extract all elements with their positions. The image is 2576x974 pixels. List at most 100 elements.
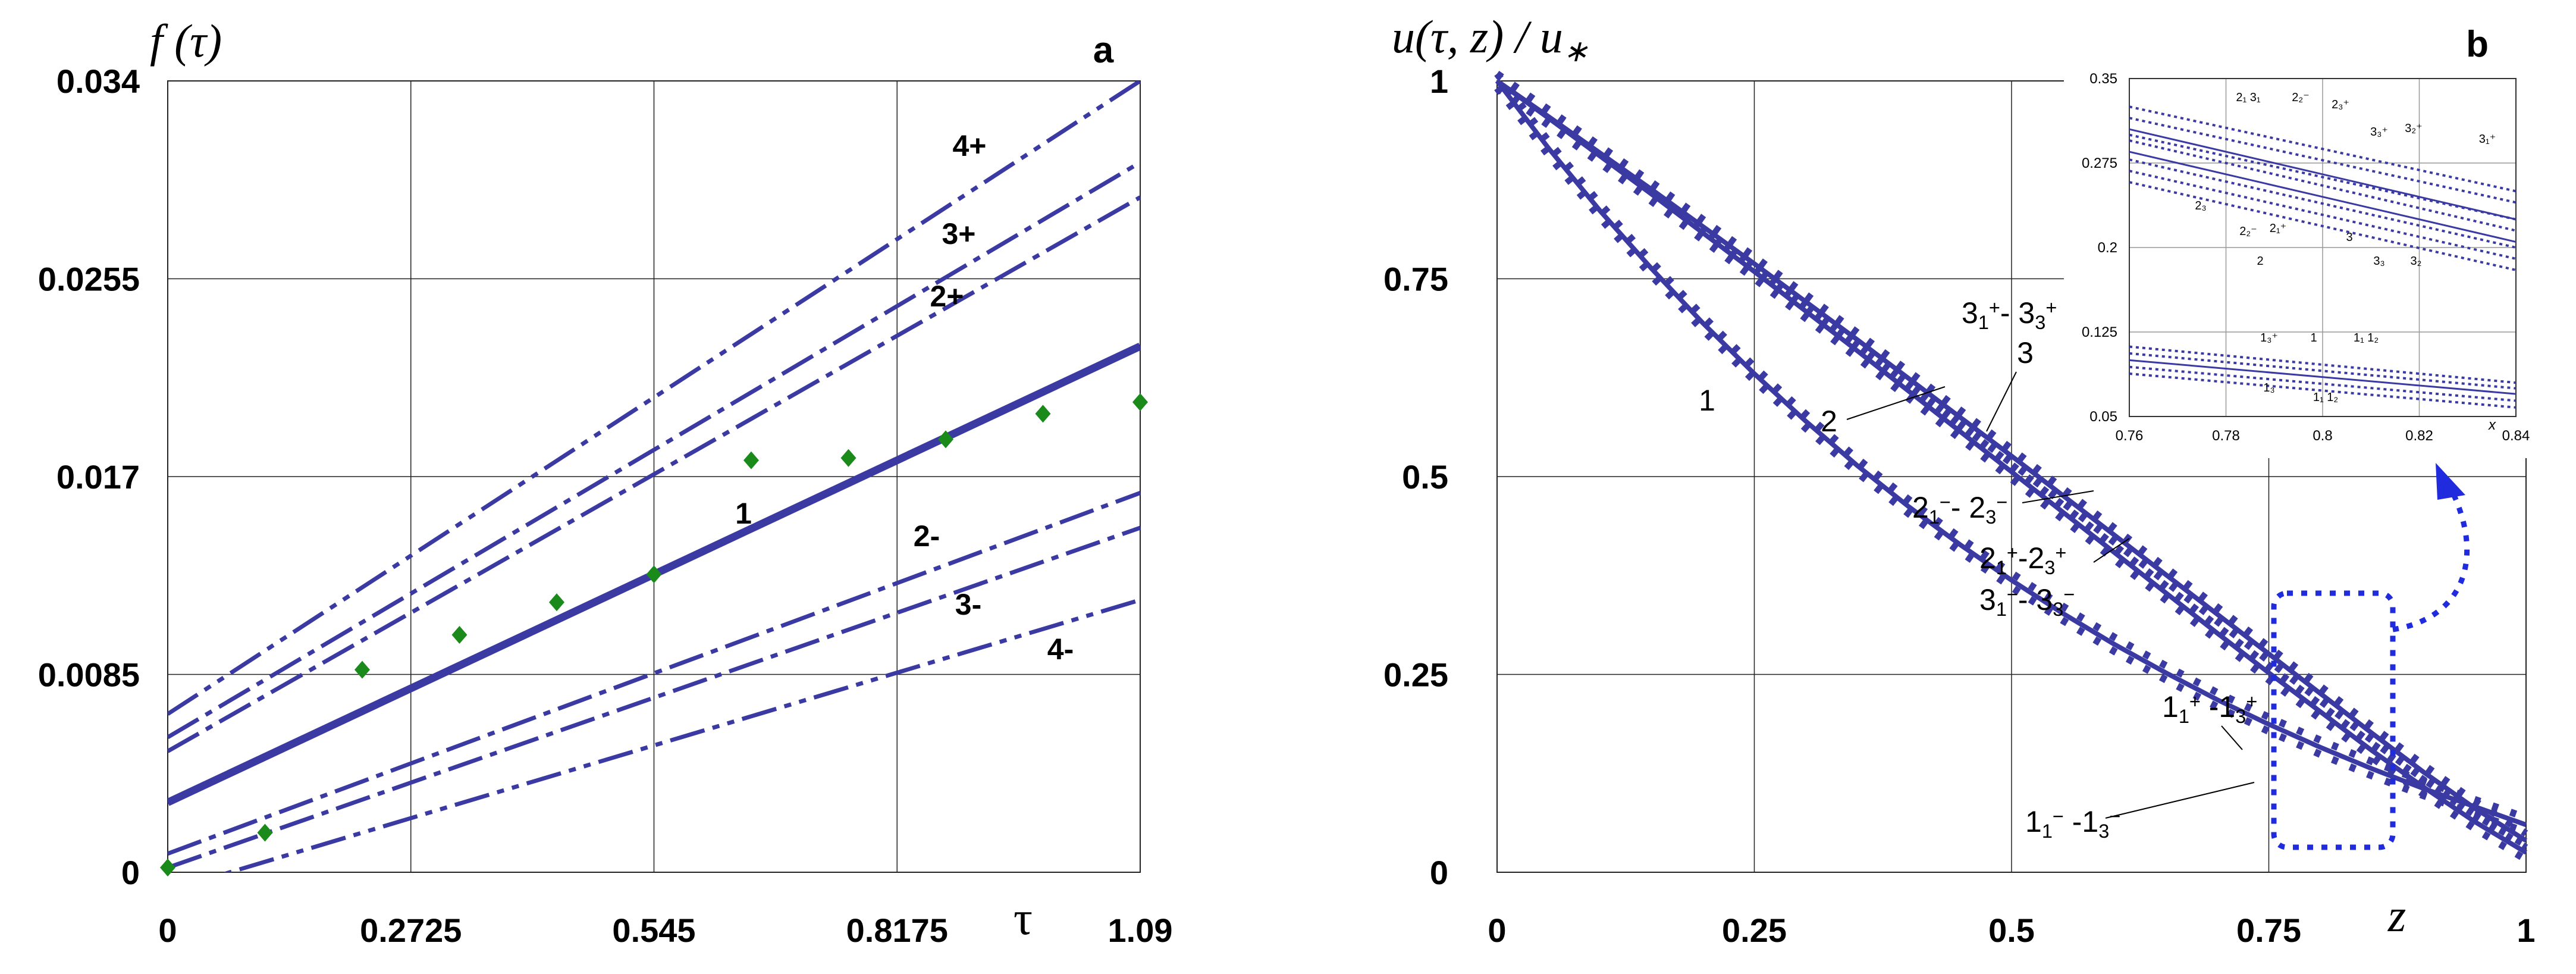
curve-label-2-minus: 21−- 23− <box>1912 491 2007 528</box>
inset-y-tick-label: 0.05 <box>2089 409 2117 425</box>
inset-label: 2₁ 3₁ <box>2236 91 2261 104</box>
panel-label: b <box>2466 24 2489 65</box>
y-tick-label: 0.017 <box>57 458 140 496</box>
series-line-3 <box>1495 79 2528 843</box>
y-tick-label: 0.0085 <box>38 656 140 694</box>
series-line-1 <box>1495 79 2527 827</box>
inset-curve <box>2129 365 2517 402</box>
x-tick-label: 0 <box>1488 912 1506 949</box>
curve-label-3: 3 <box>2017 336 2034 369</box>
inset-label: 2 <box>2257 255 2263 268</box>
zoom-box <box>2271 590 2396 850</box>
y-tick-label: 0 <box>1430 854 1448 891</box>
inset-label: 3₂⁺ <box>2405 122 2422 135</box>
leader-line <box>2221 725 2243 750</box>
inset-y-tick-label: 0.275 <box>2082 155 2117 171</box>
inset-curve <box>2129 133 2517 221</box>
x-tick-label: 0.545 <box>612 912 695 949</box>
series-dotted-3 <box>1495 71 2528 837</box>
inset-chart: 0.76 0.78 0.8 0.82 0.84 0.05 0.125 0.2 0.275 0.35… <box>2064 62 2534 458</box>
curve-label-3-minus: 31−- 33− <box>1979 583 2075 620</box>
y-tick-label: 0 <box>121 854 140 891</box>
inset-x-axis-label: x <box>2488 417 2496 433</box>
series-label-3-: 3- <box>955 588 981 621</box>
series-dotted-2 <box>1495 85 2528 863</box>
leader-line <box>2022 490 2094 503</box>
series-line-3+ <box>168 160 1140 740</box>
inset-x-tick-label: 0.78 <box>2212 428 2240 444</box>
inset-label: 3₃ <box>2373 255 2384 268</box>
inset-curve <box>2129 372 2517 409</box>
data-point <box>743 451 759 469</box>
zoom-arrowhead <box>2436 463 2465 500</box>
data-point <box>646 565 662 584</box>
data-point <box>354 660 370 679</box>
data-point <box>1132 393 1148 411</box>
inset-label: 2₂⁻ <box>2239 225 2257 238</box>
x-tick-label: 0.5 <box>1988 912 2035 949</box>
inset-label: 1₃ <box>2263 381 2274 394</box>
inset-label: 3₃⁺ <box>2370 126 2388 139</box>
x-tick-label: 1.09 <box>1108 912 1173 949</box>
inset-curve <box>2129 151 2517 243</box>
x-tick-label: 0.25 <box>1722 912 1787 949</box>
x-tick-label: 0.8175 <box>846 912 948 949</box>
zoom-arrow <box>2392 486 2470 632</box>
series-label-3+: 3+ <box>942 217 975 250</box>
inset-curve <box>2129 170 2517 260</box>
inset-curve <box>2129 352 2517 390</box>
inset-curve <box>2129 139 2517 232</box>
panel-label: a <box>1093 30 1114 71</box>
data-point <box>938 430 953 449</box>
inset-label: 2₂⁻ <box>2292 91 2309 104</box>
series-dotted-1 <box>1494 71 2528 821</box>
inset-label: 2₃ <box>2195 199 2206 212</box>
x-tick-label: 0.2725 <box>360 912 462 949</box>
leader-line <box>1846 386 1946 420</box>
leader-line <box>2093 538 2130 563</box>
curve-label-2: 2 <box>1821 405 1837 438</box>
leader-line <box>2105 782 2255 819</box>
curve-label-1-plus: 11+ -13+ <box>2162 690 2257 727</box>
series-dotted-3 <box>1495 85 2528 851</box>
inset-label: 2₃⁺ <box>2332 98 2349 111</box>
inset-y-tick-label: 0.125 <box>2082 324 2117 340</box>
y-axis-label: f (τ) <box>150 15 222 67</box>
inset-label: 3₂ <box>2411 255 2422 268</box>
series-line-2 <box>1495 79 2528 855</box>
inset-x-tick-label: 0.84 <box>2502 428 2530 444</box>
data-point <box>257 823 273 842</box>
curve-label-1: 1 <box>1699 384 1715 417</box>
panel-a: 0 0.2725 0.545 0.8175 1.09 0 0.0085 0.017 0.0255… <box>38 15 1173 949</box>
data-point <box>549 593 564 612</box>
data-point <box>160 859 175 877</box>
x-tick-label: 0.75 <box>2236 912 2301 949</box>
plot-frame <box>167 80 1141 873</box>
inset-label: 2₁⁺ <box>2270 222 2286 235</box>
curve-label-2-plus: 21+-23+ <box>1979 541 2066 578</box>
x-tick-label: 0 <box>158 912 177 949</box>
series-label-1: 1 <box>735 497 752 530</box>
series-line-3- <box>168 525 1140 870</box>
x-tick-label: 1 <box>2517 912 2535 949</box>
series-label-4+: 4+ <box>952 129 986 162</box>
series-label-2+: 2+ <box>930 280 964 313</box>
inset-curve <box>2129 158 2517 249</box>
inset-y-tick-label: 0.2 <box>2098 240 2117 256</box>
inset-label: 1₁ 1₂ <box>2354 331 2379 344</box>
inset-label: 1 <box>2310 331 2317 344</box>
inset-x-tick-label: 0.76 <box>2116 428 2144 444</box>
inset-frame <box>2129 78 2517 417</box>
inset-background <box>2064 62 2534 458</box>
series-line-4- <box>222 597 1140 872</box>
series-label-2-: 2- <box>914 519 940 553</box>
x-axis-label: τ <box>1014 892 1033 945</box>
inset-label: 3₁⁺ <box>2479 133 2496 146</box>
series-label-4-: 4- <box>1047 632 1074 666</box>
inset-x-tick-label: 0.82 <box>2405 428 2433 444</box>
inset-x-tick-label: 0.8 <box>2313 428 2332 444</box>
y-tick-label: 1 <box>1430 62 1448 100</box>
inset-curve <box>2129 181 2517 271</box>
y-tick-label: 0.75 <box>1383 261 1448 298</box>
